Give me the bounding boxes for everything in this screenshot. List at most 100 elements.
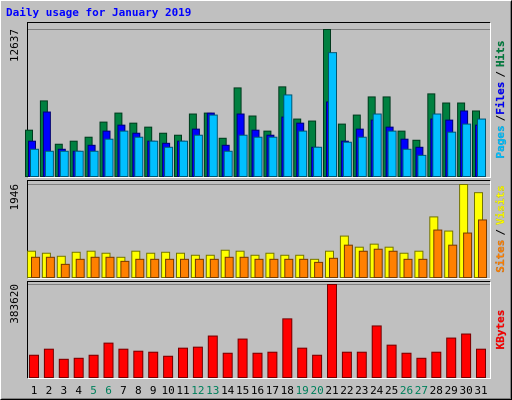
x-tick-label: 28	[430, 384, 443, 397]
x-tick-label: 23	[355, 384, 368, 397]
bar	[448, 244, 458, 278]
x-tick-label: 20	[310, 384, 323, 397]
bar	[224, 256, 234, 279]
bar	[388, 250, 398, 278]
bar	[403, 258, 413, 279]
bar	[372, 113, 382, 178]
x-tick-label: 6	[105, 384, 112, 397]
bar	[342, 141, 352, 177]
x-tick-label: 7	[120, 384, 127, 397]
x-tick-label: 21	[325, 384, 338, 397]
bar	[105, 256, 115, 279]
bar	[104, 138, 114, 178]
bar	[237, 338, 248, 378]
bar	[299, 258, 309, 279]
bar	[73, 357, 84, 378]
bar	[433, 229, 443, 278]
panel-bevel	[27, 180, 491, 279]
bar	[298, 130, 308, 177]
bar	[135, 258, 145, 279]
bar	[119, 130, 129, 177]
bar	[284, 258, 294, 279]
bar	[373, 248, 383, 278]
bar	[118, 348, 129, 378]
bar	[401, 352, 412, 378]
bar	[60, 263, 70, 278]
bar	[134, 136, 144, 178]
bar	[149, 140, 159, 177]
legend-entry: Sites	[494, 240, 507, 273]
legend: Sites / Visits	[494, 185, 507, 273]
bar	[417, 154, 427, 178]
x-tick-label: 4	[75, 384, 82, 397]
bar	[431, 351, 442, 378]
x-tick-label: 1	[31, 384, 38, 397]
bar	[207, 335, 218, 378]
x-tick-label: 22	[340, 384, 353, 397]
bar	[223, 150, 233, 178]
bar	[120, 260, 130, 278]
panel-bevel	[27, 22, 491, 178]
bar	[44, 150, 54, 178]
bar	[269, 258, 279, 279]
bar	[446, 337, 457, 378]
bar	[314, 261, 324, 279]
x-tick-label: 3	[60, 384, 67, 397]
bar	[387, 130, 397, 177]
x-tick-label: 5	[90, 384, 97, 397]
bar	[253, 136, 263, 178]
bar	[476, 348, 486, 378]
bar	[88, 354, 99, 378]
bar	[432, 113, 442, 178]
bar	[45, 256, 55, 279]
bar	[43, 348, 54, 378]
bar	[90, 256, 100, 279]
legend-entry: Pages	[494, 125, 507, 158]
bar	[31, 256, 40, 279]
legend-separator: /	[494, 71, 507, 78]
x-tick-label: 18	[281, 384, 294, 397]
panel-bevel	[27, 22, 491, 178]
bar	[165, 258, 175, 279]
bar	[416, 357, 427, 378]
legend-separator: /	[494, 229, 507, 236]
bar	[179, 140, 188, 177]
bar	[29, 354, 39, 378]
bar	[402, 148, 412, 178]
bar	[371, 325, 382, 379]
bar	[74, 150, 84, 178]
bar	[283, 94, 293, 177]
x-tick-label: 13	[206, 384, 219, 397]
bar	[180, 258, 189, 279]
x-tick-label: 31	[474, 384, 487, 397]
bar	[463, 232, 473, 278]
x-tick-label: 11	[176, 384, 189, 397]
bar	[477, 118, 486, 177]
panel-bevel	[27, 180, 491, 279]
bar	[447, 131, 457, 177]
x-tick-label: 30	[459, 384, 472, 397]
legend-entry: Files	[494, 82, 507, 115]
legend: Pages/Files/Hits	[494, 41, 507, 159]
panel-bevel	[27, 281, 491, 379]
x-tick-label: 25	[385, 384, 398, 397]
bar	[209, 258, 219, 279]
bar	[103, 342, 114, 378]
x-tick-label: 2	[46, 384, 53, 397]
bar	[341, 351, 352, 378]
bar	[312, 354, 323, 378]
bar	[418, 258, 428, 279]
bar	[148, 351, 159, 378]
x-tick-label: 24	[370, 384, 384, 397]
x-tick-label: 10	[161, 384, 174, 397]
bar	[268, 136, 278, 178]
bar	[58, 358, 69, 379]
legend-separator: /	[494, 114, 507, 121]
bar	[238, 134, 248, 177]
bar	[327, 284, 337, 378]
bar	[239, 256, 249, 279]
bar	[254, 258, 264, 279]
